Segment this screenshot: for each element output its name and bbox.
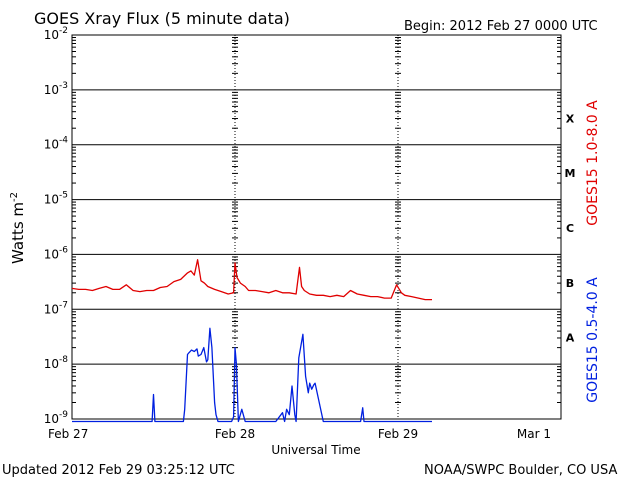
flare-class-labels: A B C M X [565,112,576,344]
y-tick-label: 10-3 [44,81,68,97]
y-tick-labels: 10-9 10-8 10-7 10-6 10-5 10-4 10-3 10-2 [44,26,69,426]
y-tick-label: 10-7 [44,300,68,316]
credit: NOAA/SWPC Boulder, CO USA [424,463,617,478]
flare-class-label: C [566,222,574,235]
y-tick-label: 10-9 [44,410,69,426]
legend-short-channel: GOES15 0.5-4.0 A [585,277,601,403]
plot-area [71,34,562,420]
y-tick-label: 10-5 [44,191,68,207]
flare-class-label: B [566,277,574,290]
y-tick-label: 10-2 [44,26,68,42]
y-tick-label: 10-6 [44,245,69,261]
x-tick-label: Feb 27 [48,427,88,441]
begin-time: Begin: 2012 Feb 27 0000 UTC [404,19,598,34]
y-tick-label: 10-8 [44,355,69,371]
updated-time: Updated 2012 Feb 29 03:25:12 UTC [2,463,235,478]
series-line-long-channel [71,259,432,301]
y-tick-label: 10-4 [44,136,69,152]
series-lines [71,259,432,423]
x-tick-label: Feb 28 [215,427,255,441]
flare-class-label: M [565,167,576,180]
legend-long-channel: GOES15 1.0-8.0 A [585,100,601,226]
series-line-short-channel [72,327,432,423]
x-axis-label: Universal Time [271,443,360,457]
chart-title: GOES Xray Flux (5 minute data) [34,9,290,28]
flare-class-label: X [566,112,575,125]
x-tick-label: Feb 29 [378,427,418,441]
x-tick-label: Mar 1 [517,427,551,441]
x-tick-labels: Feb 27 Feb 28 Feb 29 Mar 1 [48,427,551,441]
flare-class-label: A [566,332,575,345]
y-axis-label: Watts m-2 [9,192,27,264]
